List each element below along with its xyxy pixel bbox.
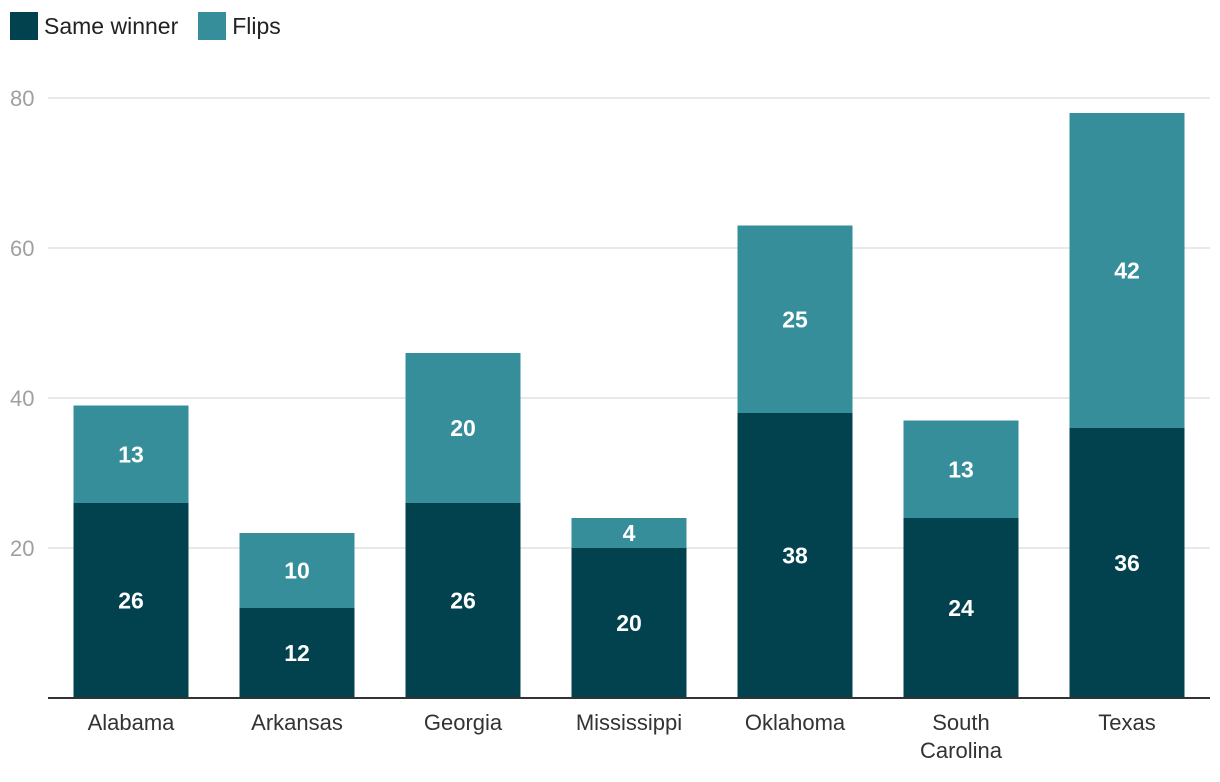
bar-flips-4 <box>737 225 853 413</box>
x-tick-label-3: Mississippi <box>576 710 682 735</box>
x-tick-label-4: Oklahoma <box>745 710 846 735</box>
bar-same-winner-3 <box>571 548 687 698</box>
data-label-same-winner-3: 20 <box>616 610 642 636</box>
data-label-same-winner-4: 38 <box>782 543 808 569</box>
bar-same-winner-5 <box>903 518 1019 698</box>
bar-flips-5 <box>903 420 1019 518</box>
data-label-flips-3: 4 <box>623 520 636 546</box>
y-tick-label-60: 60 <box>10 236 34 261</box>
x-tick-label-6: Texas <box>1098 710 1155 735</box>
x-tick-label-1: Arkansas <box>251 710 343 735</box>
legend-item-same-winner: Same winner <box>10 12 178 40</box>
y-tick-label-40: 40 <box>10 386 34 411</box>
bar-flips-0 <box>73 405 189 503</box>
bar-flips-1 <box>239 533 355 608</box>
legend-swatch-flips <box>198 12 227 40</box>
x-tick-label-2: Georgia <box>424 710 503 735</box>
data-label-flips-2: 20 <box>450 415 476 441</box>
legend-label-same-winner: Same winner <box>44 12 179 39</box>
bar-same-winner-1 <box>239 608 355 698</box>
data-label-flips-0: 13 <box>118 441 144 467</box>
data-label-flips-4: 25 <box>782 306 808 332</box>
data-label-flips-1: 10 <box>284 558 310 584</box>
x-tick-label-5-line-1: Carolina <box>920 738 1003 763</box>
legend-label-flips: Flips <box>232 12 281 39</box>
data-label-flips-6: 42 <box>1114 258 1140 284</box>
data-label-same-winner-5: 24 <box>948 595 974 621</box>
bar-same-winner-2 <box>405 503 521 698</box>
x-tick-label-5-line-0: South <box>932 710 990 735</box>
y-tick-label-80: 80 <box>10 86 34 111</box>
bar-flips-3 <box>571 518 687 548</box>
bar-same-winner-0 <box>73 503 189 698</box>
legend-swatch-same-winner <box>10 12 38 40</box>
data-label-same-winner-0: 26 <box>118 588 144 614</box>
data-label-same-winner-6: 36 <box>1114 550 1140 576</box>
y-tick-label-20: 20 <box>10 536 34 561</box>
data-label-same-winner-1: 12 <box>284 640 310 666</box>
bar-flips-2 <box>405 353 521 503</box>
bar-flips-6 <box>1069 113 1185 428</box>
data-label-same-winner-2: 26 <box>450 588 476 614</box>
x-tick-label-0: Alabama <box>88 710 176 735</box>
bar-same-winner-4 <box>737 413 853 698</box>
bar-same-winner-6 <box>1069 428 1185 698</box>
chart-legend: Same winner Flips <box>10 12 301 40</box>
data-label-flips-5: 13 <box>948 456 974 482</box>
legend-item-flips: Flips <box>198 12 281 40</box>
